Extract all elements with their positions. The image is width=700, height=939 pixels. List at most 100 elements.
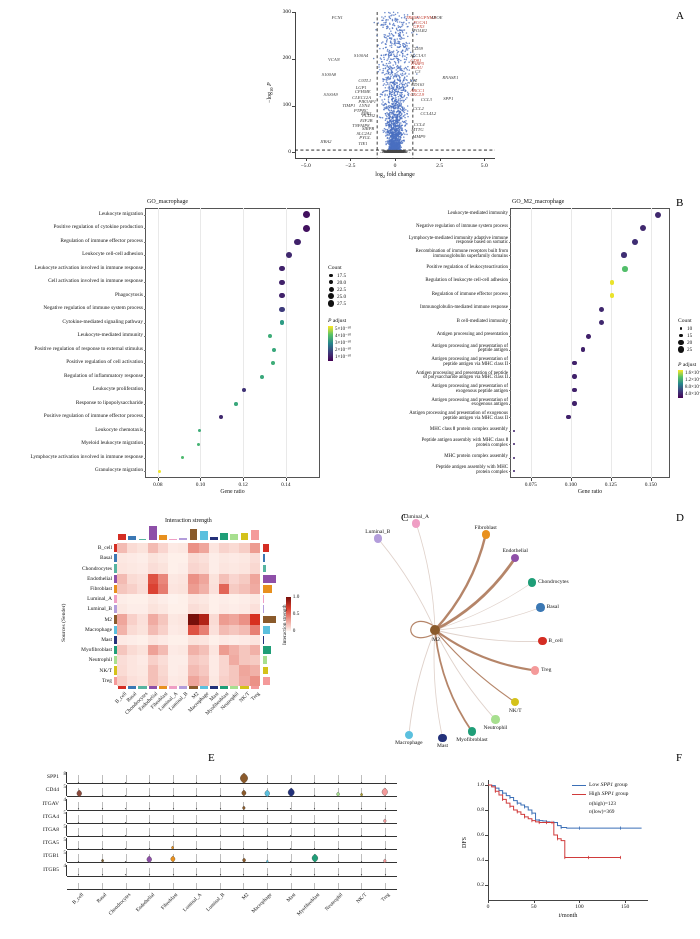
goleft-panel-term-dot[interactable] <box>242 388 247 393</box>
goright-panel-term-dot[interactable] <box>572 401 577 406</box>
heatmap-cell[interactable] <box>239 665 250 676</box>
heatmap-cell[interactable] <box>198 624 209 635</box>
goright-panel-term-dot[interactable] <box>599 306 604 312</box>
goleft-panel-term-dot[interactable] <box>218 415 223 420</box>
goleft-panel-term-dot[interactable] <box>270 361 275 366</box>
heatmap-cell[interactable] <box>137 583 148 594</box>
heatmap-cell[interactable] <box>208 634 219 645</box>
heatmap-cell[interactable] <box>127 665 138 676</box>
heatmap-cell[interactable] <box>229 655 240 666</box>
heatmap-cell[interactable] <box>168 553 179 564</box>
heatmap-cell[interactable] <box>178 645 189 656</box>
heatmap-cell[interactable] <box>239 573 250 584</box>
heatmap-cell[interactable] <box>188 563 199 574</box>
heatmap-cell[interactable] <box>219 675 230 686</box>
goleft-panel-term-dot[interactable] <box>267 334 273 339</box>
goright-panel-term-dot[interactable] <box>599 320 604 326</box>
goleft-panel-term-dot[interactable] <box>233 401 238 406</box>
heatmap-cell[interactable] <box>178 655 189 666</box>
heatmap-cell[interactable] <box>157 573 168 584</box>
goleft-panel-term-dot[interactable] <box>294 238 301 245</box>
heatmap-cell[interactable] <box>117 543 128 554</box>
heatmap-cell[interactable] <box>137 594 148 605</box>
network-node[interactable] <box>481 530 490 539</box>
heatmap-cell[interactable] <box>168 624 179 635</box>
heatmap-cell[interactable] <box>198 604 209 615</box>
heatmap-cell[interactable] <box>157 583 168 594</box>
heatmap-cell[interactable] <box>249 594 260 605</box>
heatmap-cell[interactable] <box>127 655 138 666</box>
heatmap-cell[interactable] <box>157 665 168 676</box>
heatmap-cell[interactable] <box>147 665 158 676</box>
heatmap-cell[interactable] <box>219 614 230 625</box>
heatmap-cell[interactable] <box>117 675 128 686</box>
heatmap-cell[interactable] <box>137 655 148 666</box>
goleft-panel-term-dot[interactable] <box>259 374 264 379</box>
heatmap-cell[interactable] <box>239 604 250 615</box>
network-node[interactable] <box>404 730 414 739</box>
heatmap-cell[interactable] <box>147 583 158 594</box>
network-node[interactable] <box>491 715 500 724</box>
goright-panel-term-dot[interactable] <box>586 333 592 339</box>
heatmap-cell[interactable] <box>208 553 219 564</box>
heatmap-cell[interactable] <box>117 553 128 564</box>
heatmap-cell[interactable] <box>239 675 250 686</box>
heatmap-cell[interactable] <box>188 634 199 645</box>
heatmap-cell[interactable] <box>137 634 148 645</box>
heatmap-cell[interactable] <box>147 645 158 656</box>
heatmap-cell[interactable] <box>198 553 209 564</box>
goright-panel-term-dot[interactable] <box>654 211 662 218</box>
heatmap-cell[interactable] <box>188 553 199 564</box>
network-node-m2[interactable] <box>430 625 440 635</box>
heatmap-cell[interactable] <box>127 573 138 584</box>
heatmap-cell[interactable] <box>127 553 138 564</box>
goright-panel-term-dot[interactable] <box>609 279 615 285</box>
network-node[interactable] <box>511 553 520 562</box>
heatmap-cell[interactable] <box>188 573 199 584</box>
goright-panel-term-dot[interactable] <box>640 225 647 232</box>
heatmap-cell[interactable] <box>157 553 168 564</box>
heatmap-cell[interactable] <box>117 624 128 635</box>
heatmap-cell[interactable] <box>188 624 199 635</box>
heatmap-cell[interactable] <box>249 655 260 666</box>
goleft-panel-term-dot[interactable] <box>180 456 184 460</box>
heatmap-cell[interactable] <box>198 675 209 686</box>
network-node[interactable] <box>538 637 547 646</box>
heatmap-cell[interactable] <box>127 634 138 645</box>
goleft-panel-term-dot[interactable] <box>279 293 285 299</box>
goright-panel-term-dot[interactable] <box>632 238 638 245</box>
heatmap-cell[interactable] <box>117 573 128 584</box>
heatmap-cell[interactable] <box>137 553 148 564</box>
heatmap-cell[interactable] <box>219 665 230 676</box>
goleft-panel-term-dot[interactable] <box>286 252 292 259</box>
heatmap-cell[interactable] <box>198 665 209 676</box>
goleft-panel-term-dot[interactable] <box>197 442 201 446</box>
heatmap-cell[interactable] <box>229 634 240 645</box>
heatmap-cell[interactable] <box>188 583 199 594</box>
heatmap-cell[interactable] <box>198 634 209 645</box>
heatmap-cell[interactable] <box>157 614 168 625</box>
network-node[interactable] <box>467 727 477 736</box>
heatmap-cell[interactable] <box>229 553 240 564</box>
heatmap-cell[interactable] <box>249 634 260 645</box>
heatmap-cell[interactable] <box>178 604 189 615</box>
heatmap-cell[interactable] <box>249 543 260 554</box>
heatmap-cell[interactable] <box>219 624 230 635</box>
heatmap-cell[interactable] <box>117 594 128 605</box>
heatmap-cell[interactable] <box>147 543 158 554</box>
heatmap-cell[interactable] <box>219 553 230 564</box>
heatmap-cell[interactable] <box>188 614 199 625</box>
heatmap-cell[interactable] <box>188 594 199 605</box>
goleft-panel-term-dot[interactable] <box>279 320 285 326</box>
heatmap-cell[interactable] <box>168 675 179 686</box>
heatmap-cell[interactable] <box>127 675 138 686</box>
goleft-panel-term-dot[interactable] <box>279 306 285 312</box>
network-node[interactable] <box>527 578 537 587</box>
heatmap-cell[interactable] <box>147 604 158 615</box>
heatmap-cell[interactable] <box>137 624 148 635</box>
goright-panel-term-dot[interactable] <box>512 443 516 446</box>
heatmap-cell[interactable] <box>137 563 148 574</box>
heatmap-cell[interactable] <box>147 634 158 645</box>
heatmap-cell[interactable] <box>249 665 260 676</box>
heatmap-cell[interactable] <box>127 563 138 574</box>
